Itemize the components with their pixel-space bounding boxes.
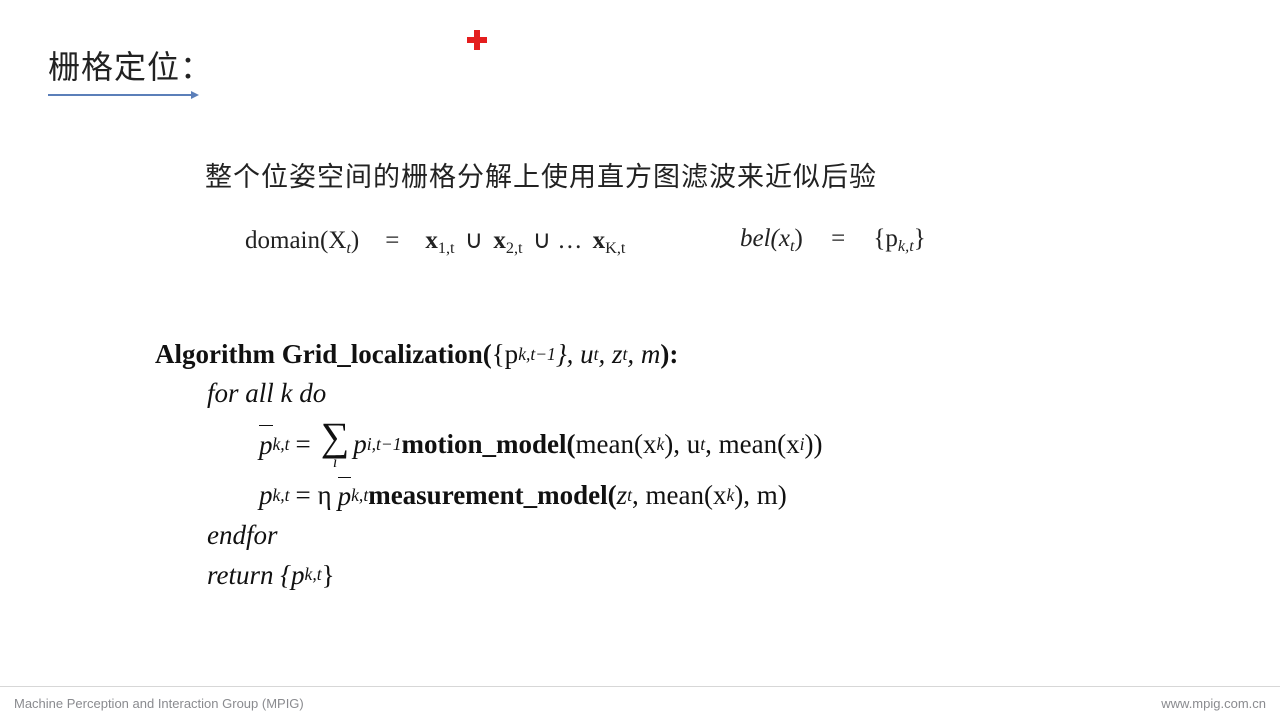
algo-predict: pk,t = ∑i pi,t−1 motion_model(mean(xk), … bbox=[155, 417, 822, 471]
algo-endfor: endfor bbox=[155, 516, 822, 555]
slide-title: 栅格定位： bbox=[48, 42, 213, 88]
algorithm-block: Algorithm Grid_localization( {pk,t−1}, u… bbox=[155, 335, 822, 595]
algo-update: pk,t = η pk,t measurement_model(zt, mean… bbox=[155, 475, 822, 516]
slide: 栅格定位： 整个位姿空间的栅格分解上使用直方图滤波来近似后验 domain(Xt… bbox=[0, 0, 1280, 720]
equation-bel: bel(xt) = {pk,t} bbox=[740, 225, 926, 256]
sum-symbol: ∑i bbox=[321, 417, 350, 471]
slide-title-block: 栅格定位： bbox=[48, 42, 213, 96]
title-underline-arrow bbox=[48, 94, 193, 96]
footer-right: www.mpig.com.cn bbox=[1161, 696, 1266, 711]
equation-domain: domain(Xt) = x1,t ∪ x2,t ∪ … xK,t bbox=[245, 225, 625, 258]
eq1-eq: = bbox=[385, 227, 399, 255]
eq1-rhs: x1,t ∪ x2,t ∪ … xK,t bbox=[425, 225, 625, 258]
cursor-icon bbox=[467, 30, 487, 50]
algo-return: return {pk,t} bbox=[155, 556, 822, 595]
algo-header: Algorithm Grid_localization( {pk,t−1}, u… bbox=[155, 335, 822, 374]
footer: Machine Perception and Interaction Group… bbox=[0, 686, 1280, 720]
body-description: 整个位姿空间的栅格分解上使用直方图滤波来近似后验 bbox=[205, 155, 877, 194]
eq1-lhs: domain(Xt) bbox=[245, 227, 359, 258]
footer-left: Machine Perception and Interaction Group… bbox=[14, 696, 304, 711]
algo-for: for all k do bbox=[155, 374, 822, 413]
